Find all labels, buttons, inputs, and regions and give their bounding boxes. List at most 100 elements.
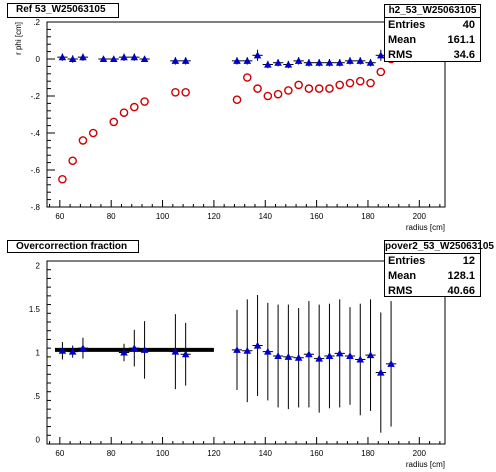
data-point-triangle <box>356 355 365 363</box>
data-point-triangle <box>366 58 375 66</box>
data-point-circle <box>335 80 345 90</box>
chart-ref-rphi: 60 80 100 120 140 160 180 200 -.8 -.6 -.4 -.2 0 .2 rad… <box>14 18 446 232</box>
data-point-triangle <box>294 57 303 64</box>
x-tick-label: 120 <box>207 449 221 458</box>
data-point-triangle <box>130 344 139 352</box>
data-point-circle <box>232 95 242 104</box>
plot-frame <box>46 21 446 208</box>
stats-row-mean: Mean 128.1 <box>388 270 475 282</box>
y-tick-label: 0 <box>36 436 41 445</box>
x-tick-label: 80 <box>107 212 116 221</box>
data-point-circle <box>284 86 293 95</box>
y-tick-label: 0 <box>36 55 41 64</box>
data-point-triangle <box>58 53 67 61</box>
data-point-triangle <box>346 57 354 64</box>
data-point-triangle <box>79 53 87 61</box>
data-point-circle <box>314 84 324 93</box>
data-point-triangle <box>387 360 395 367</box>
data-point-triangle <box>140 346 149 353</box>
data-point-triangle <box>315 354 323 362</box>
data-point-triangle <box>346 352 354 360</box>
data-point-triangle <box>171 347 180 355</box>
chart-overcorrection-fraction: 60 80 100 120 140 160 180 200 0 .5 1 1.5 2 radius [cm… <box>29 260 446 469</box>
x-tick-label: 80 <box>107 449 116 458</box>
y-tick-label: .2 <box>33 18 40 27</box>
data-point-triangle <box>325 352 334 360</box>
data-point-circle <box>181 88 190 97</box>
data-point-triangle <box>264 347 272 355</box>
data-point-circle <box>88 128 98 138</box>
data-point-triangle <box>284 353 293 360</box>
x-tick-label: 200 <box>413 212 427 221</box>
stats-box-top: h2_53_W25063105 Entries 40 Mean 161.1 RMS 3… <box>384 4 481 62</box>
data-point-circle <box>376 67 386 77</box>
data-point-triangle <box>335 58 344 66</box>
x-tick-label: 160 <box>310 449 324 458</box>
y-tick-label: -.4 <box>31 129 41 138</box>
data-point-triangle <box>305 58 313 66</box>
data-point-circle <box>242 73 252 82</box>
data-point-circle <box>78 136 88 145</box>
x-tick-label: 140 <box>259 449 273 458</box>
data-point-triangle <box>305 350 313 358</box>
chart-title-bottom: Overcorrection fraction <box>7 240 139 253</box>
data-point-triangle <box>366 351 375 359</box>
data-point-triangle <box>264 60 272 68</box>
stats-name: h2_53_W25063105 <box>385 5 480 18</box>
data-point-triangle <box>294 353 303 361</box>
data-point-triangle <box>171 57 180 64</box>
data-point-triangle <box>377 51 385 59</box>
data-point-circle <box>119 108 129 117</box>
data-point-triangle <box>274 58 282 66</box>
chart-title-top: Ref 53_W25063105 <box>7 3 119 18</box>
y-tick-label: 1.5 <box>29 305 41 314</box>
data-point-circle <box>325 84 334 93</box>
data-point-triangle <box>68 55 77 63</box>
data-point-triangle <box>233 346 241 353</box>
data-point-circle <box>171 88 180 97</box>
data-point-triangle <box>109 55 118 63</box>
data-point-triangle <box>377 368 385 376</box>
data-point-circle <box>140 97 149 106</box>
data-point-circle <box>294 80 303 90</box>
data-point-triangle <box>120 348 128 356</box>
data-point-triangle <box>79 344 87 352</box>
data-point-circle <box>253 84 262 93</box>
y-tick-label: -.6 <box>31 166 41 175</box>
data-point-triangle <box>356 57 365 64</box>
data-point-triangle <box>99 55 108 63</box>
stats-box-bottom: pover2_53_W25063105 Entries 12 Mean 128.1 … <box>384 240 494 297</box>
x-tick-label: 60 <box>55 449 64 458</box>
data-point-circle <box>58 174 67 184</box>
x-tick-label: 140 <box>259 212 273 221</box>
data-point-triangle <box>120 53 128 61</box>
data-point-triangle <box>68 347 77 355</box>
data-point-triangle <box>58 346 67 354</box>
data-point-triangle <box>243 346 252 354</box>
data-point-triangle <box>181 57 190 64</box>
stats-name: pover2_53_W25063105 <box>385 241 494 254</box>
stats-row-rms: RMS 34.6 <box>388 49 475 61</box>
x-axis-label: radius [cm] <box>406 223 445 232</box>
y-tick-label: .5 <box>33 392 40 401</box>
x-tick-label: 100 <box>156 212 170 221</box>
data-point-triangle <box>335 349 344 357</box>
x-tick-label: 180 <box>361 449 375 458</box>
x-tick-label: 120 <box>207 212 221 221</box>
data-point-circle <box>366 78 375 88</box>
stats-row-rms: RMS 40.66 <box>388 285 475 297</box>
data-point-circle <box>130 102 139 112</box>
y-tick-label: -.2 <box>31 92 41 101</box>
stats-row-mean: Mean 161.1 <box>388 34 475 46</box>
stats-row-entries: Entries 12 <box>388 255 475 267</box>
data-point-circle <box>355 76 365 86</box>
data-point-triangle <box>325 58 334 66</box>
data-point-triangle <box>253 341 262 349</box>
data-point-triangle <box>243 57 252 64</box>
data-point-circle <box>109 117 119 127</box>
data-point-triangle <box>233 57 241 64</box>
data-point-triangle <box>284 60 293 68</box>
data-point-circle <box>304 84 314 93</box>
data-point-circle <box>263 91 273 101</box>
